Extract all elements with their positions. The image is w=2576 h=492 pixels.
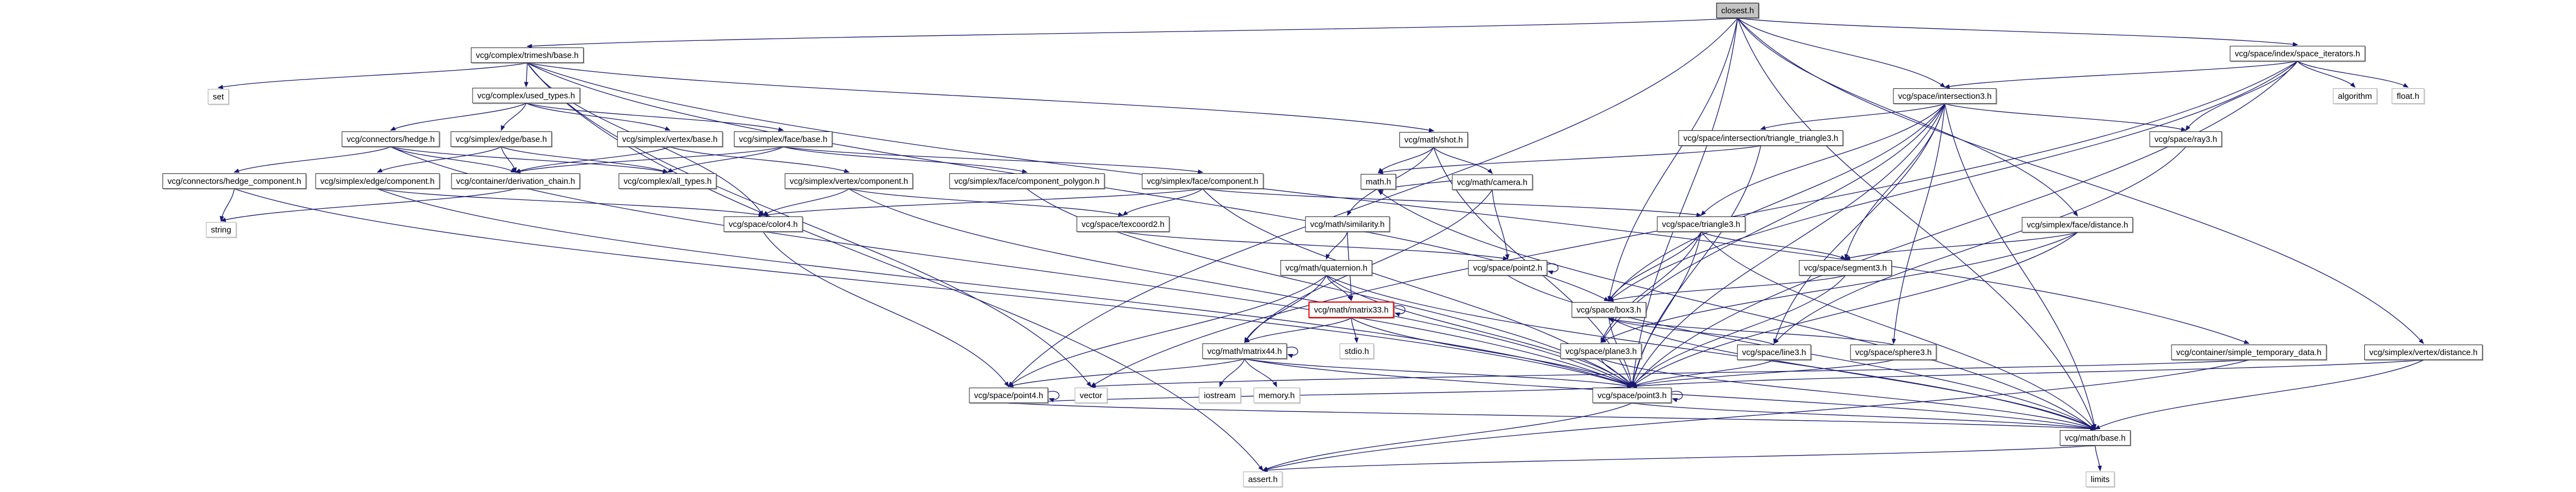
node-matrix44[interactable]: vcg/math/matrix44.h: [1202, 343, 1287, 359]
node-set: set: [207, 89, 229, 104]
node-vertex-comp[interactable]: vcg/simplex/vertex/component.h: [784, 173, 914, 189]
node-vertex-base[interactable]: vcg/simplex/vertex/base.h: [617, 131, 723, 147]
node-edge-comp[interactable]: vcg/simplex/edge/component.h: [315, 173, 440, 189]
node-box3[interactable]: vcg/space/box3.h: [1571, 302, 1646, 318]
node-segment3[interactable]: vcg/space/segment3.h: [1798, 260, 1892, 276]
node-algorithm: algorithm: [2333, 88, 2377, 104]
node-quaternion[interactable]: vcg/math/quaternion.h: [1280, 260, 1373, 276]
node-plane3[interactable]: vcg/space/plane3.h: [1560, 343, 1642, 359]
node-shot[interactable]: vcg/math/shot.h: [1399, 132, 1468, 147]
node-memory: memory.h: [1253, 388, 1300, 403]
node-trimesh-base[interactable]: vcg/complex/trimesh/base.h: [471, 47, 584, 63]
node-camera[interactable]: vcg/math/camera.h: [1452, 174, 1533, 190]
node-ray3[interactable]: vcg/space/ray3.h: [2149, 131, 2222, 147]
node-stdio: stdio.h: [1339, 343, 1374, 359]
node-face-dist[interactable]: vcg/simplex/face/distance.h: [2022, 217, 2133, 232]
node-space-iterators[interactable]: vcg/space/index/space_iterators.h: [2229, 46, 2365, 61]
node-simple-temp[interactable]: vcg/container/simple_temporary_data.h: [2171, 345, 2327, 360]
node-float-h: float.h: [2391, 88, 2425, 104]
node-point3[interactable]: vcg/space/point3.h: [1592, 388, 1672, 403]
node-vector: vector: [1074, 388, 1108, 403]
node-triangle3[interactable]: vcg/space/triangle3.h: [1657, 216, 1745, 232]
node-edge-base[interactable]: vcg/simplex/edge/base.h: [450, 131, 552, 147]
node-math-h[interactable]: math.h: [1361, 174, 1396, 189]
node-all-types[interactable]: vcg/complex/all_types.h: [618, 173, 717, 189]
node-sphere3[interactable]: vcg/space/sphere3.h: [1850, 345, 1937, 360]
node-math-base[interactable]: vcg/math/base.h: [2059, 430, 2131, 446]
node-point2[interactable]: vcg/space/point2.h: [1468, 260, 1547, 276]
node-similarity[interactable]: vcg/math/similarity.h: [1305, 216, 1390, 232]
node-intersection3[interactable]: vcg/space/intersection3.h: [1893, 88, 1997, 104]
node-tri-tri3[interactable]: vcg/space/intersection/triangle_triangle…: [1678, 130, 1844, 146]
node-hedge-comp[interactable]: vcg/connectors/hedge_component.h: [162, 173, 306, 189]
node-limits: limits: [2085, 472, 2115, 487]
node-string: string: [206, 222, 237, 237]
node-closest: closest.h: [1716, 3, 1759, 18]
node-assert: assert.h: [1243, 472, 1283, 487]
node-face-comp-poly[interactable]: vcg/simplex/face/component_polygon.h: [949, 173, 1105, 189]
node-point4[interactable]: vcg/space/point4.h: [969, 388, 1048, 403]
node-matrix33[interactable]: vcg/math/matrix33.h: [1308, 301, 1394, 318]
node-iostream: iostream: [1199, 388, 1241, 403]
node-used-types[interactable]: vcg/complex/used_types.h: [472, 88, 580, 103]
node-hedge[interactable]: vcg/connectors/hedge.h: [342, 131, 440, 147]
node-texcoord2[interactable]: vcg/space/texcoord2.h: [1076, 216, 1170, 232]
node-vertex-dist[interactable]: vcg/simplex/vertex/distance.h: [2364, 345, 2483, 360]
node-color4[interactable]: vcg/space/color4.h: [723, 216, 803, 232]
node-face-comp[interactable]: vcg/simplex/face/component.h: [1142, 173, 1263, 189]
node-line3[interactable]: vcg/space/line3.h: [1737, 345, 1811, 360]
node-face-base[interactable]: vcg/simplex/face/base.h: [733, 131, 833, 147]
node-deriv-chain[interactable]: vcg/container/derivation_chain.h: [451, 173, 580, 189]
